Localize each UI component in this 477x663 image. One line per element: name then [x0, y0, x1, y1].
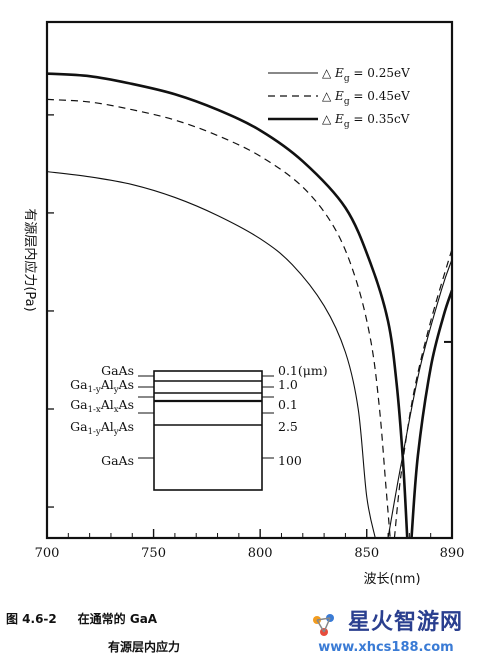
- series-line-2: [46, 98, 391, 539]
- figure-caption-line2: 有源层内应力: [108, 638, 180, 655]
- x-tick-label: 700: [35, 546, 60, 561]
- series-line-3-right-branch: [410, 289, 454, 539]
- y-axis-title: 有源层内应力(Pa): [22, 208, 38, 311]
- series-line-3: [46, 72, 409, 539]
- plot-frame: [45, 20, 454, 540]
- x-tick-label: 750: [141, 546, 166, 561]
- watermark: 星火智游网 www.xhcs188.com: [309, 604, 463, 655]
- inset-layer-thickness: 0.1: [278, 397, 298, 412]
- figure-number: 图 4.6-2: [6, 612, 57, 626]
- series-line-2-right-branch: [393, 248, 453, 539]
- x-tick-label: 850: [354, 546, 379, 561]
- watermark-sub: www.xhcs188.com: [318, 639, 454, 655]
- x-axis-title: 波长(nm): [363, 572, 420, 587]
- figure-caption-line1: 图 4.6-2 在通常的 GaA: [6, 610, 157, 627]
- series-line-1: [46, 171, 376, 539]
- inset-stack: [153, 370, 263, 491]
- inset-layer-thickness: 100: [278, 453, 302, 468]
- inset-layer-label: Ga1-xAlxAs: [70, 397, 134, 415]
- legend-label-1: △ Eg = 0.25eV: [322, 66, 410, 84]
- inset-layer-label: GaAs: [101, 453, 134, 468]
- figure-caption-text-2: 有源层内应力: [108, 640, 181, 654]
- legend-label-2: △ Eg = 0.45eV: [322, 89, 410, 107]
- inset-layer-thickness: 0.1(μm): [278, 363, 328, 378]
- legend-label-3: △ Eg = 0.35cV: [322, 112, 410, 130]
- watermark-main: 星火智游网: [347, 610, 463, 635]
- series-line-1-right-branch: [387, 259, 453, 539]
- inset-layer-label: Ga1-yAlyAs: [70, 377, 134, 395]
- x-tick-label: 800: [248, 546, 273, 561]
- inset-layer-thickness: 1.0: [278, 377, 298, 392]
- x-tick-label: 890: [440, 546, 465, 561]
- watermark-logo-icon: [312, 613, 334, 636]
- inset-layer-thickness: 2.5: [278, 419, 298, 434]
- figure-caption-text: 在通常的 GaA: [77, 612, 158, 626]
- inset-layer-label: Ga1-yAlyAs: [70, 419, 134, 437]
- inset-layer-label: GaAs: [101, 363, 134, 378]
